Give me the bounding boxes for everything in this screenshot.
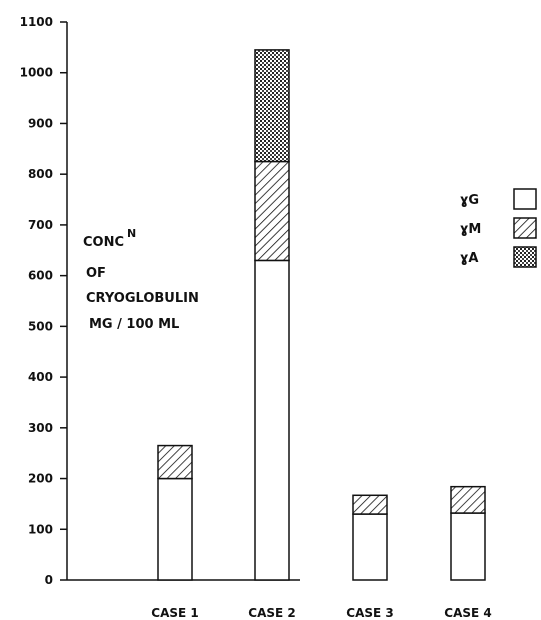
y-axis-label-line-2: OF: [86, 266, 106, 281]
y-axis-label-line-4: MG / 100 ML: [89, 317, 179, 332]
y-tick-label: 600: [28, 269, 53, 283]
y-tick-label: 800: [28, 167, 53, 181]
y-axis-label: CONC N OF CRYOGLOBULIN MG / 100 ML: [83, 227, 199, 332]
x-tick-label-group: CASE 1 CASE 2 CASE 3 CASE 4: [151, 606, 491, 620]
y-axis-label-line-1: CONC: [83, 235, 124, 250]
legend-label-g: ɣG: [460, 193, 479, 208]
legend-label-m: ɣM: [460, 222, 481, 237]
x-tick-label: CASE 4: [444, 606, 491, 620]
y-axis-label-superscript: N: [127, 227, 136, 240]
y-tick-label: 1000: [20, 66, 53, 80]
y-tick-label: 0: [45, 573, 53, 587]
bar-segment-m-case-2: [254, 160, 290, 262]
x-tick-label: CASE 2: [248, 606, 295, 620]
y-tick-label: 300: [28, 421, 53, 435]
bar-segment-a-case-2: [254, 49, 290, 163]
bar-segment-g-case-4: [450, 512, 486, 581]
bar-segment-g-case-2: [254, 259, 290, 581]
y-tick-label: 500: [28, 319, 53, 333]
y-tick-group: 0 100 200 300 400 500 600 700 800 900 1000 1100: [20, 15, 67, 587]
legend: ɣG ɣM ɣA: [460, 188, 537, 268]
bar-segment-g-case-3: [352, 513, 388, 581]
y-axis-label-line-3: CRYOGLOBULIN: [86, 291, 199, 306]
legend-label-a: ɣA: [460, 251, 478, 266]
y-tick-label: 200: [28, 472, 53, 486]
y-tick-label: 1100: [20, 15, 53, 29]
bar-segment-g-case-1: [157, 477, 193, 581]
bar-segment-m-case-4: [450, 485, 486, 514]
legend-swatch-m: [513, 217, 537, 239]
legend-swatch-a: [513, 246, 537, 268]
y-tick-label: 100: [28, 522, 53, 536]
bar-segment-m-case-1: [157, 444, 193, 480]
y-tick-label: 900: [28, 116, 53, 130]
legend-swatch-g: [513, 188, 537, 210]
x-tick-label: CASE 3: [346, 606, 393, 620]
x-tick-label: CASE 1: [151, 606, 198, 620]
y-tick-label: 700: [28, 218, 53, 232]
bar-group: [157, 49, 486, 581]
y-tick-label: 400: [28, 370, 53, 384]
bar-segment-m-case-3: [352, 494, 388, 515]
